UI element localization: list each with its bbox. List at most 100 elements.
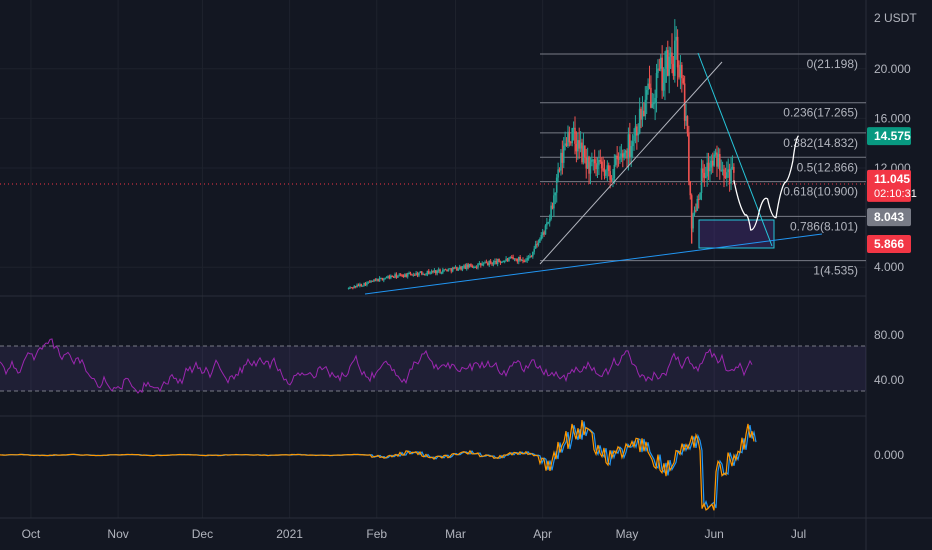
candle-body bbox=[640, 108, 642, 120]
candle-body bbox=[391, 275, 394, 277]
candle-body bbox=[502, 261, 505, 263]
rising-trendline[interactable] bbox=[539, 61, 723, 265]
candle-body bbox=[666, 50, 669, 76]
candle-body bbox=[461, 266, 464, 270]
candle-body bbox=[609, 171, 611, 180]
candle-body bbox=[385, 277, 388, 279]
candle-body bbox=[606, 165, 609, 170]
main-price-pane[interactable]: 0(21.198) 0.236(17.265) 0.382(14.832) 0.5(1… bbox=[0, 19, 866, 295]
candle-body bbox=[671, 52, 673, 64]
candle-body bbox=[578, 140, 581, 149]
candle-body bbox=[645, 90, 648, 100]
candle-body bbox=[633, 135, 635, 142]
candle-body bbox=[510, 257, 513, 259]
x-tick-label: Apr bbox=[533, 527, 552, 541]
osc-y-tick-label: 0.000 bbox=[874, 448, 904, 462]
demand-zone-box[interactable] bbox=[698, 219, 775, 249]
candle-body bbox=[696, 198, 699, 211]
candle-body bbox=[721, 169, 724, 171]
candle-body bbox=[498, 259, 500, 263]
candle-body bbox=[688, 133, 690, 182]
projection-path[interactable] bbox=[733, 135, 800, 231]
candle-body bbox=[370, 280, 372, 283]
candle-body bbox=[720, 170, 722, 172]
candle-body bbox=[581, 142, 583, 163]
unit-label: 2 USDT bbox=[874, 11, 917, 25]
candle-body bbox=[371, 280, 374, 282]
candle-body bbox=[470, 264, 472, 267]
candle-body bbox=[547, 222, 550, 224]
x-tick-label: Oct bbox=[22, 527, 41, 541]
oscillator-pane[interactable] bbox=[0, 420, 757, 511]
candle-body bbox=[637, 133, 640, 136]
rsi-pane[interactable] bbox=[0, 338, 866, 394]
candle-body bbox=[406, 272, 409, 277]
candle-body bbox=[463, 265, 465, 267]
time-axis[interactable]: Oct Nov Dec 2021 Feb Mar Apr May Jun Jul bbox=[22, 527, 807, 541]
candle-body bbox=[467, 264, 469, 268]
candle-body bbox=[568, 131, 571, 143]
candle-body bbox=[524, 260, 527, 262]
candle-body bbox=[347, 288, 350, 290]
candle-body bbox=[539, 239, 541, 243]
candle-body bbox=[415, 272, 417, 276]
candle-body bbox=[661, 57, 663, 91]
candle-body bbox=[517, 256, 520, 262]
candle-body bbox=[419, 271, 422, 273]
falling-trendline[interactable] bbox=[697, 52, 773, 247]
candle-body bbox=[465, 264, 468, 269]
fib-level-label: 1(4.535) bbox=[813, 264, 858, 278]
candle-body bbox=[509, 257, 512, 259]
candle-body bbox=[544, 225, 547, 235]
candle-body bbox=[456, 266, 458, 271]
candle-body bbox=[397, 275, 399, 278]
candle-body bbox=[707, 162, 710, 172]
candle-body bbox=[689, 181, 692, 196]
candle-body bbox=[494, 261, 496, 263]
candle-body bbox=[457, 268, 460, 271]
candle-body bbox=[367, 281, 370, 283]
support-trendline[interactable] bbox=[364, 233, 823, 295]
candle-body bbox=[548, 218, 551, 223]
rsi-y-tick-label: 40.00 bbox=[874, 373, 904, 387]
candle-body bbox=[543, 232, 545, 235]
candle-body bbox=[596, 165, 599, 170]
candle-body bbox=[643, 110, 645, 117]
candle-body bbox=[595, 163, 597, 170]
candle-body bbox=[477, 263, 479, 268]
candle-body bbox=[501, 261, 503, 263]
candle-body bbox=[420, 271, 423, 275]
candle-body bbox=[519, 256, 521, 260]
candle-body bbox=[616, 155, 618, 159]
candle-body bbox=[530, 256, 533, 258]
candle-body bbox=[603, 170, 606, 176]
candle-body bbox=[384, 278, 387, 280]
candle-body bbox=[610, 179, 613, 181]
candle-body bbox=[377, 279, 379, 282]
x-tick-label: Mar bbox=[445, 527, 466, 541]
candle-body bbox=[669, 52, 672, 57]
candle-body bbox=[440, 272, 443, 274]
candle-body bbox=[629, 134, 631, 157]
candle-body bbox=[503, 261, 506, 263]
candle-body bbox=[560, 152, 562, 171]
rsi-y-ticks: 80.00 40.00 bbox=[874, 328, 904, 387]
candle-body bbox=[612, 178, 614, 181]
candle-body bbox=[654, 97, 656, 104]
candle-body bbox=[658, 68, 661, 70]
candle-body bbox=[697, 198, 700, 200]
candle-body bbox=[394, 274, 396, 278]
candle-body bbox=[387, 276, 389, 278]
candle-body bbox=[468, 264, 471, 268]
candle-body bbox=[363, 283, 365, 286]
candle-body bbox=[398, 274, 401, 276]
candle-body bbox=[700, 168, 703, 193]
candle-body bbox=[546, 222, 548, 226]
candle-body bbox=[638, 108, 641, 134]
candle-body bbox=[651, 103, 654, 108]
candle-body bbox=[541, 232, 544, 236]
candle-body bbox=[567, 131, 569, 146]
